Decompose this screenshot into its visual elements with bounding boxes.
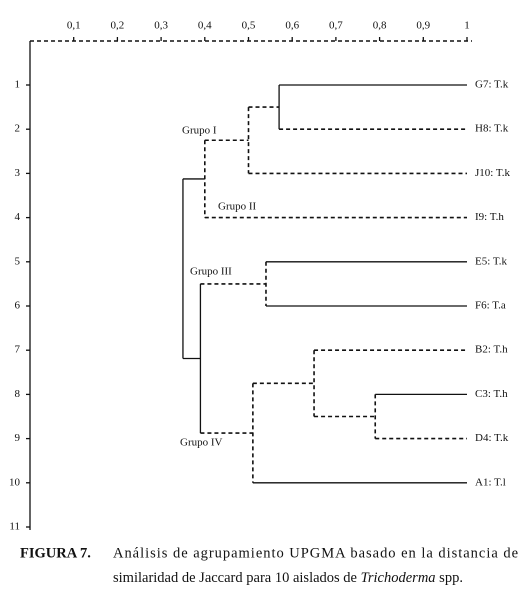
leaf-label: B2: T.h	[475, 344, 508, 356]
x-tick-label: 1	[464, 20, 470, 32]
caption: spp.	[439, 570, 463, 586]
y-tick-label: 11	[9, 521, 20, 533]
y-tick-label: 3	[15, 167, 21, 179]
x-tick-label: 0,4	[198, 20, 212, 32]
leaf-label: F6: T.a	[475, 300, 506, 312]
x-tick-label: 0,7	[329, 20, 343, 32]
y-tick-label: 1	[15, 79, 21, 91]
x-tick-label: 0,3	[154, 20, 168, 32]
annotation: Grupo I	[182, 125, 217, 137]
leaf-label: A1: T.l	[475, 476, 506, 488]
leaf-label: E5: T.k	[475, 255, 507, 267]
caption: similaridad de Jaccard para 10 aislados …	[113, 570, 357, 586]
y-tick-label: 4	[15, 211, 21, 223]
leaf-label: D4: T.k	[475, 432, 509, 444]
y-tick-label: 10	[9, 476, 21, 488]
y-tick-label: 6	[15, 300, 21, 312]
annotation: Grupo II	[218, 201, 257, 213]
leaf-label: J10: T.k	[475, 167, 511, 179]
x-tick-label: 0,8	[373, 20, 387, 32]
y-tick-label: 9	[15, 432, 21, 444]
leaf-label: H8: T.k	[475, 123, 509, 135]
leaf-label: G7: T.k	[475, 79, 509, 91]
x-tick-label: 0,2	[111, 20, 125, 32]
caption-label: FIGURA 7.	[20, 545, 91, 561]
annotation: Grupo IV	[180, 437, 223, 449]
annotation: Grupo III	[190, 266, 232, 278]
x-tick-label: 0,1	[67, 20, 81, 32]
y-tick-label: 8	[15, 388, 21, 400]
leaf-label: C3: T.h	[475, 388, 508, 400]
x-tick-label: 0,5	[242, 20, 256, 32]
y-tick-label: 5	[15, 255, 21, 267]
caption-text: similaridad de Jaccard para 10 aislados …	[113, 570, 463, 586]
y-tick-label: 2	[15, 123, 21, 135]
caption-genus: Trichoderma	[361, 570, 436, 586]
y-tick-label: 7	[15, 344, 21, 356]
leaf-label: I9: T.h	[475, 211, 504, 223]
caption: Análisis de agrupamiento UPGMA basado en…	[113, 545, 518, 561]
x-tick-label: 0,6	[285, 20, 299, 32]
x-tick-label: 0,9	[416, 20, 430, 32]
